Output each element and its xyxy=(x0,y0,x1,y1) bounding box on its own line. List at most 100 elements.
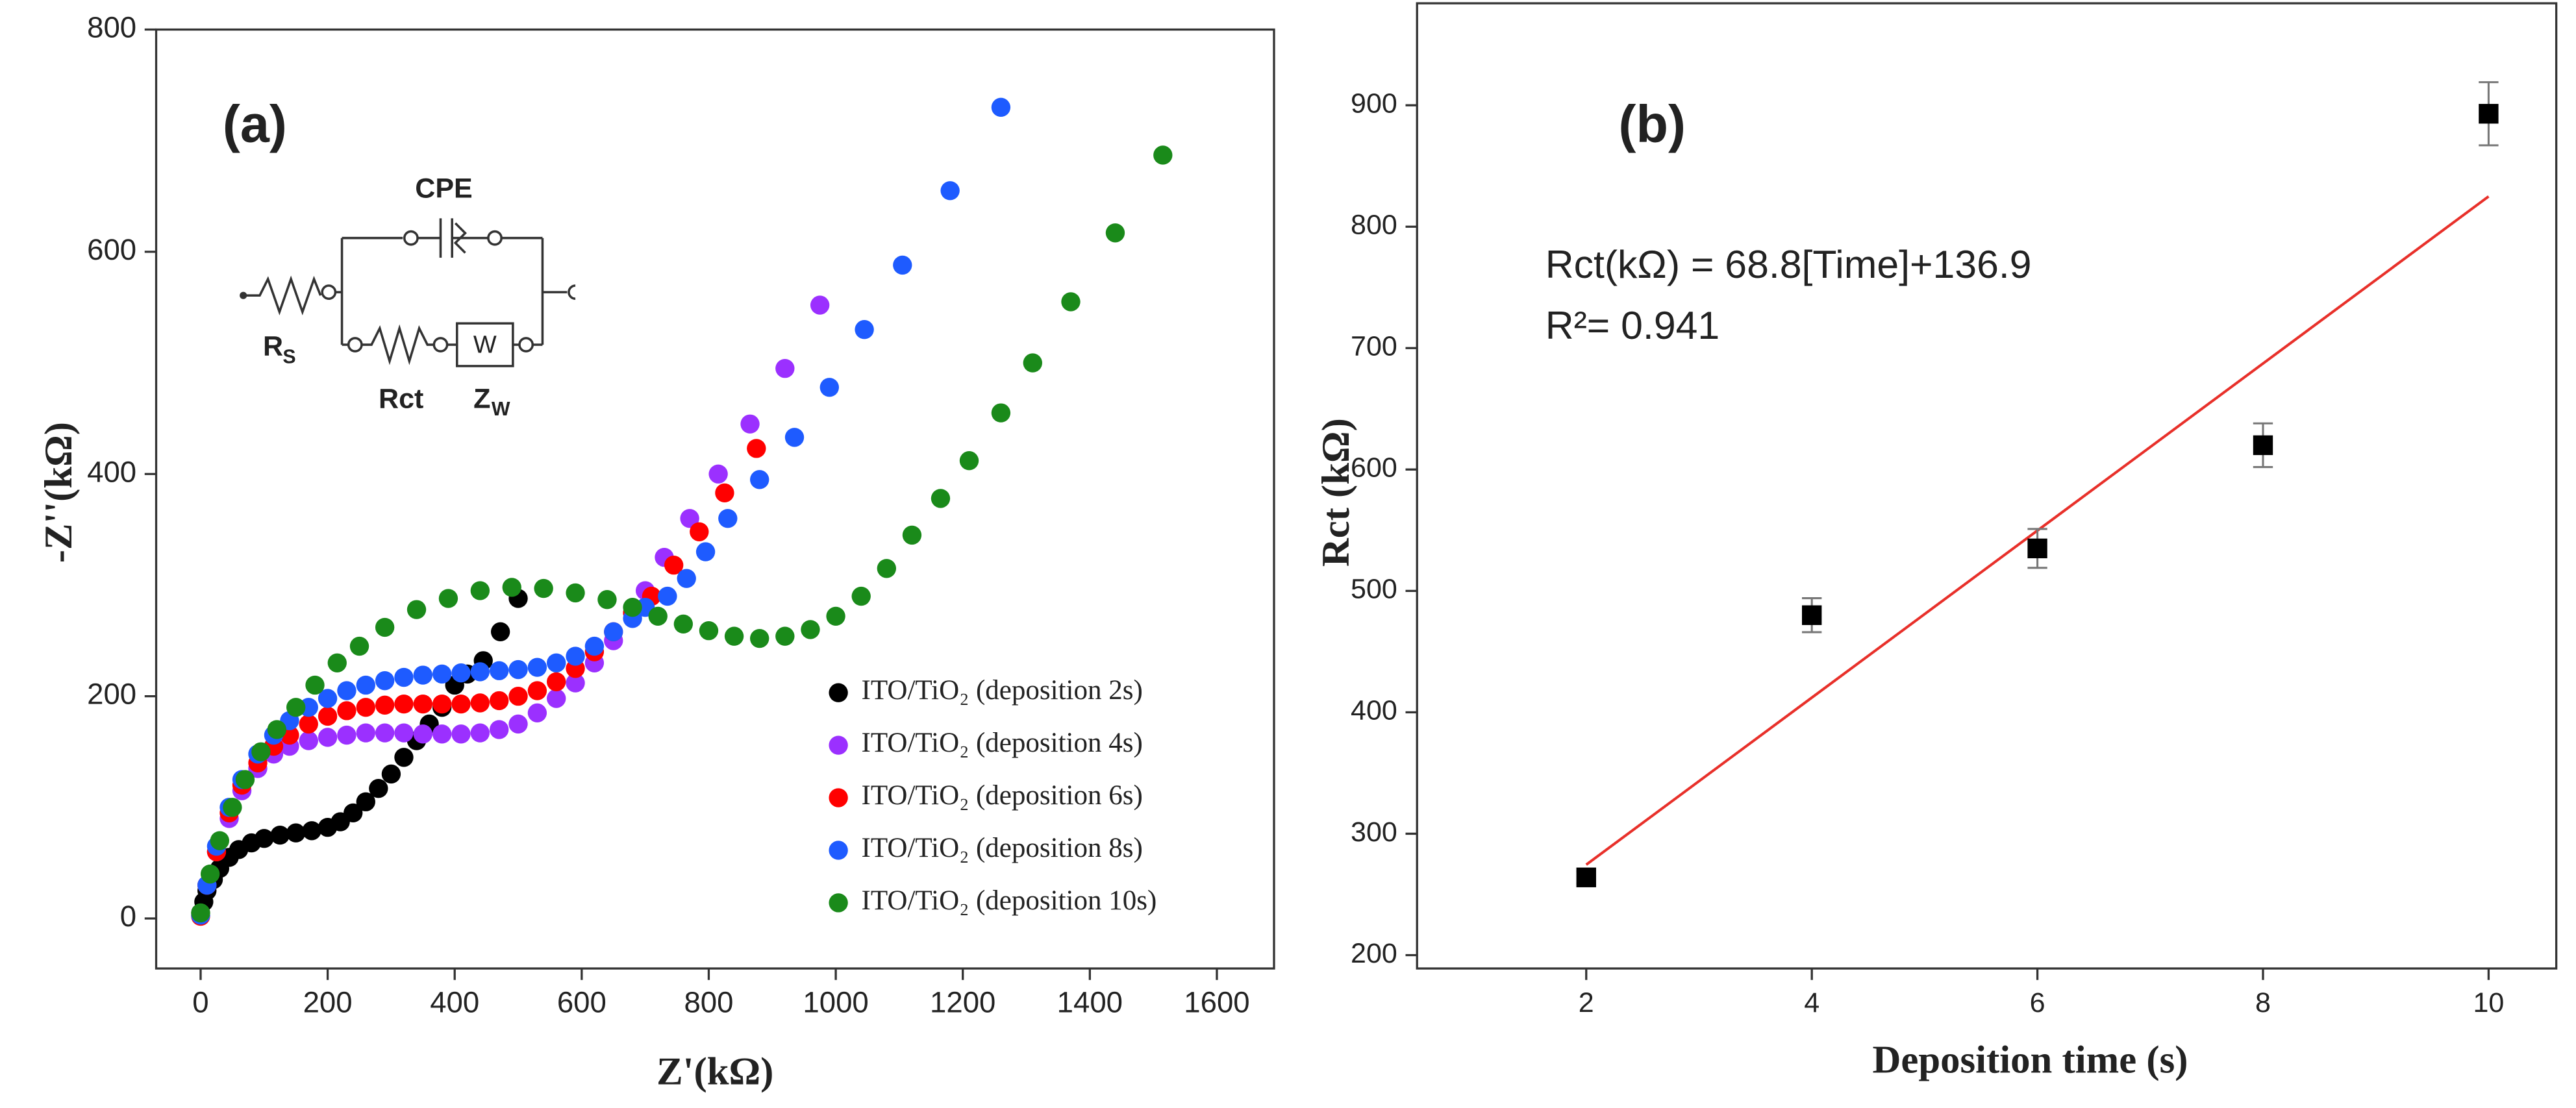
legend-marker xyxy=(829,893,848,913)
circuit-label: CPE xyxy=(415,173,472,204)
data-point xyxy=(451,663,471,683)
data-point xyxy=(451,694,471,714)
data-point xyxy=(394,694,414,714)
data-point xyxy=(375,671,395,691)
data-point xyxy=(810,295,830,315)
y-tick-label: 900 xyxy=(1351,88,1397,119)
panel-label: (a) xyxy=(223,95,287,154)
data-point xyxy=(877,559,897,578)
data-point xyxy=(724,626,744,646)
data-point xyxy=(1061,292,1081,312)
data-point xyxy=(566,646,585,666)
data-point xyxy=(664,555,684,575)
data-point xyxy=(1105,223,1125,243)
y-tick-label: 400 xyxy=(1351,695,1397,726)
circuit-label: Rct xyxy=(379,383,423,414)
data-point xyxy=(432,724,452,744)
x-tick-label: 1200 xyxy=(930,986,995,1019)
equation: Rct(kΩ) = 68.8[Time]+136.9 xyxy=(1545,242,2032,286)
legend-label: ITO/TiO₂ (deposition 6s) xyxy=(862,780,1143,811)
data-point xyxy=(547,672,566,692)
y-tick-label: 600 xyxy=(1351,452,1397,484)
data-point xyxy=(819,378,839,397)
y-tick-label: 800 xyxy=(1351,210,1397,241)
data-point xyxy=(191,903,210,923)
data-point xyxy=(959,451,979,471)
data-point xyxy=(356,792,375,811)
x-tick-label: 1400 xyxy=(1057,986,1123,1019)
plot-frame xyxy=(1416,2,2558,970)
data-point xyxy=(2479,104,2499,124)
data-point xyxy=(356,675,375,695)
data-point xyxy=(695,542,716,561)
x-axis-title: Z'(kΩ) xyxy=(657,1050,773,1093)
x-tick-label: 10 xyxy=(2473,987,2504,1018)
data-point xyxy=(470,693,490,713)
data-point xyxy=(200,864,220,884)
legend-marker xyxy=(829,735,848,755)
data-point xyxy=(299,731,318,750)
y-tick-label: 300 xyxy=(1351,817,1397,848)
data-point xyxy=(775,358,795,378)
circuit-label: W xyxy=(473,332,497,359)
data-point xyxy=(337,701,356,720)
data-point xyxy=(305,675,325,695)
circuit-label: R xyxy=(263,330,283,362)
data-point xyxy=(708,464,728,484)
data-point xyxy=(527,681,547,700)
y-tick-label: 800 xyxy=(87,11,136,44)
data-point xyxy=(2027,538,2047,559)
data-point xyxy=(413,665,432,685)
legend-marker xyxy=(829,683,848,702)
x-tick-label: 6 xyxy=(2030,987,2045,1018)
y-axis-title: Rct (kΩ) xyxy=(1314,418,1358,567)
data-point xyxy=(991,97,1011,117)
data-point xyxy=(394,667,414,687)
data-point xyxy=(318,728,338,747)
data-point xyxy=(658,586,677,606)
legend-label: ITO/TiO₂ (deposition 10s) xyxy=(862,885,1157,916)
data-point xyxy=(826,606,845,626)
data-point xyxy=(851,586,871,606)
data-point xyxy=(855,320,874,339)
data-point xyxy=(255,829,274,848)
data-point xyxy=(1801,605,1822,625)
x-tick-label: 800 xyxy=(684,986,733,1019)
legend-label: ITO/TiO₂ (deposition 4s) xyxy=(862,728,1143,758)
x-tick-label: 8 xyxy=(2255,987,2271,1018)
data-point xyxy=(747,439,766,458)
data-point xyxy=(302,821,321,841)
plot-frame xyxy=(155,28,1275,970)
x-tick-label: 200 xyxy=(303,986,353,1019)
data-point xyxy=(940,181,960,201)
data-point xyxy=(2253,435,2273,456)
data-point xyxy=(502,578,521,597)
data-point xyxy=(490,622,510,642)
data-point xyxy=(750,470,769,489)
circuit-label-sub: S xyxy=(282,346,295,367)
legend-label: ITO/TiO₂ (deposition 2s) xyxy=(862,675,1143,706)
data-point xyxy=(718,509,738,528)
x-tick-label: 1600 xyxy=(1184,986,1249,1019)
legend-marker xyxy=(829,841,848,860)
data-point xyxy=(375,695,395,715)
data-point xyxy=(623,598,642,617)
data-point xyxy=(931,489,951,508)
data-point xyxy=(286,823,306,843)
y-tick-label: 500 xyxy=(1351,574,1397,605)
data-point xyxy=(597,590,617,609)
data-point xyxy=(991,403,1011,423)
data-point xyxy=(1576,867,1596,887)
data-point xyxy=(740,414,760,434)
data-point xyxy=(327,653,347,672)
data-point xyxy=(508,686,528,706)
data-point xyxy=(406,600,427,619)
data-point xyxy=(356,698,375,717)
x-tick-label: 400 xyxy=(430,986,479,1019)
x-tick-label: 600 xyxy=(557,986,606,1019)
data-point xyxy=(680,509,699,528)
data-point xyxy=(527,703,547,722)
data-point xyxy=(648,606,668,626)
circuit-label-sub: W xyxy=(492,399,510,420)
